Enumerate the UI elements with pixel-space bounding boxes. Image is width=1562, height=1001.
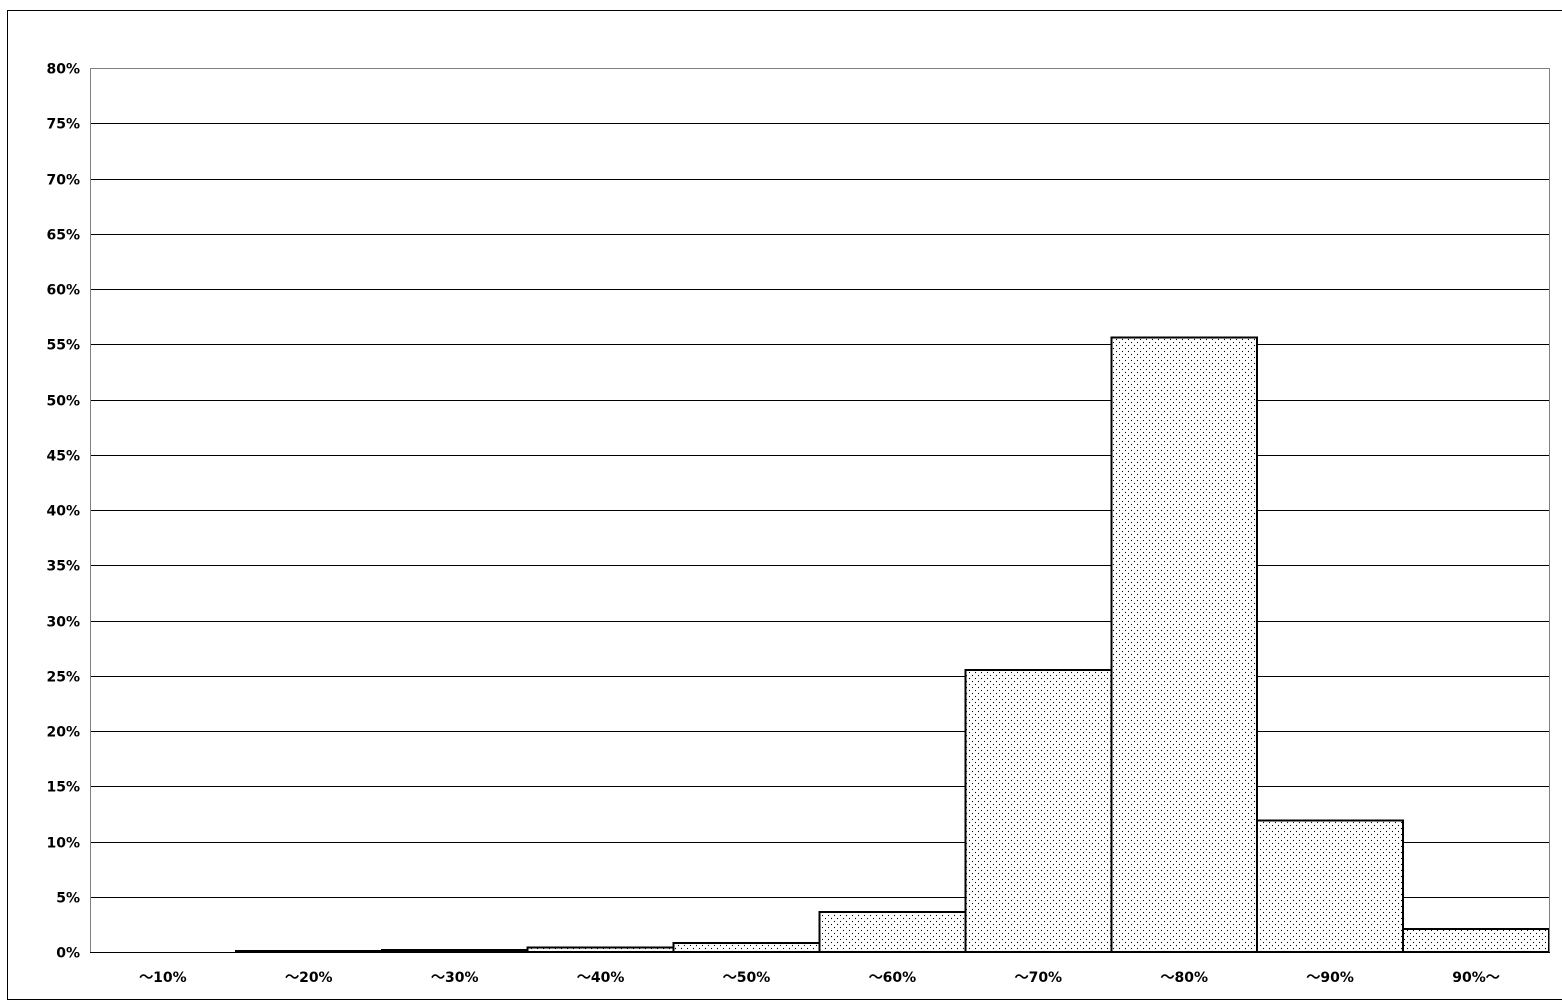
y-tick-label: 70%	[46, 173, 80, 189]
y-tick-label: 20%	[46, 725, 80, 741]
y-tick-label: 35%	[46, 559, 80, 575]
y-tick-label: 10%	[46, 836, 80, 852]
x-tick-label: ～70%	[1015, 970, 1063, 986]
gridlines	[90, 68, 1549, 898]
chart-frame: 0% 5% 10% 15% 20% 25% 30% 35% 40% 45% 50% 55% 60% 65%…	[7, 10, 1562, 1000]
x-tick-label: ～10%	[139, 970, 187, 986]
y-tick-label: 65%	[46, 228, 80, 244]
y-tick-label: 0%	[56, 946, 80, 962]
y-tick-label: 30%	[46, 615, 80, 631]
bar	[1402, 927, 1550, 953]
y-tick-label: 60%	[46, 283, 80, 299]
bars	[234, 336, 1550, 954]
x-tick-label: ～40%	[577, 970, 625, 986]
y-tick-label: 40%	[46, 504, 80, 520]
x-tick-label: ～60%	[869, 970, 917, 986]
x-tick-labels: ～10% ～20% ～30% ～40% ～50% ～60% ～70% ～80% ～90% 90%～	[139, 970, 1500, 986]
y-tick-label: 25%	[46, 670, 80, 686]
x-tick-label: ～90%	[1306, 970, 1354, 986]
bar	[234, 949, 383, 954]
y-tick-label: 50%	[46, 394, 80, 410]
bar	[380, 948, 529, 953]
bar	[1256, 819, 1405, 953]
y-tick-label: 55%	[46, 338, 80, 354]
x-tick-label: ～50%	[723, 970, 771, 986]
x-tick-label: ～30%	[431, 970, 479, 986]
y-tick-label: 15%	[46, 780, 80, 796]
axes	[90, 68, 1550, 953]
bar	[818, 911, 967, 953]
y-tick-label: 80%	[46, 62, 80, 78]
bar-chart: 0% 5% 10% 15% 20% 25% 30% 35% 40% 45% 50% 55% 60% 65%…	[46, 62, 1550, 986]
bar	[1110, 336, 1259, 953]
y-tick-labels: 0% 5% 10% 15% 20% 25% 30% 35% 40% 45% 50% 55% 60% 65%…	[46, 62, 80, 962]
x-tick-label: ～20%	[285, 970, 333, 986]
x-tick-label: 90%～	[1452, 970, 1500, 986]
y-tick-label: 5%	[56, 891, 80, 907]
x-tick-label: ～80%	[1160, 970, 1208, 986]
bar	[526, 946, 675, 954]
y-tick-label: 75%	[46, 117, 80, 133]
bar	[964, 669, 1113, 953]
y-tick-label: 45%	[46, 449, 80, 465]
bar	[672, 942, 821, 953]
